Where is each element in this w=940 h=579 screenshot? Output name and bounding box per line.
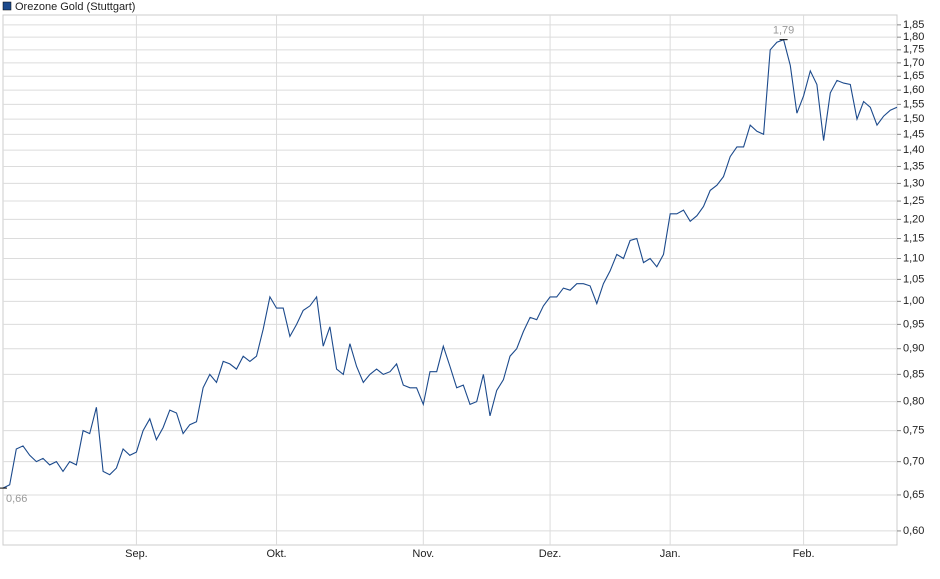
x-tick-label: Dez. — [539, 548, 562, 560]
y-tick-label: 1,05 — [903, 273, 924, 285]
y-tick-label: 0,65 — [903, 489, 924, 501]
y-tick-label: 1,20 — [903, 213, 924, 225]
value-label: 0,66 — [6, 493, 27, 505]
y-tick-label: 1,45 — [903, 128, 924, 140]
y-tick-label: 0,85 — [903, 368, 924, 380]
y-tick-label: 1,00 — [903, 295, 924, 307]
legend-label: Orezone Gold (Stuttgart) — [15, 1, 135, 13]
y-tick-label: 1,65 — [903, 70, 924, 82]
y-tick-label: 1,55 — [903, 98, 924, 110]
legend-swatch — [2, 1, 12, 11]
value-label: 1,79 — [773, 25, 794, 37]
x-tick-label: Okt. — [266, 548, 286, 560]
x-tick-label: Nov. — [412, 548, 434, 560]
y-tick-label: 1,30 — [903, 177, 924, 189]
y-tick-label: 0,90 — [903, 343, 924, 355]
y-tick-label: 1,70 — [903, 57, 924, 69]
y-tick-label: 0,75 — [903, 425, 924, 437]
x-tick-label: Sep. — [125, 548, 148, 560]
y-tick-label: 0,80 — [903, 396, 924, 408]
y-tick-label: 1,75 — [903, 44, 924, 56]
price-line — [2, 38, 898, 489]
y-tick-label: 1,85 — [903, 19, 924, 31]
y-tick-label: 1,10 — [903, 252, 924, 264]
y-tick-label: 1,25 — [903, 195, 924, 207]
y-tick-label: 1,80 — [903, 31, 924, 43]
plot-frame — [2, 14, 898, 546]
y-tick-label: 1,40 — [903, 144, 924, 156]
y-tick-label: 0,60 — [903, 525, 924, 537]
y-tick-label: 0,95 — [903, 318, 924, 330]
x-tick-label: Jan. — [660, 548, 681, 560]
y-tick-label: 1,15 — [903, 232, 924, 244]
y-tick-label: 1,60 — [903, 84, 924, 96]
y-tick-label: 0,70 — [903, 456, 924, 468]
x-tick-label: Feb. — [793, 548, 815, 560]
y-tick-label: 1,35 — [903, 160, 924, 172]
y-tick-label: 1,50 — [903, 113, 924, 125]
